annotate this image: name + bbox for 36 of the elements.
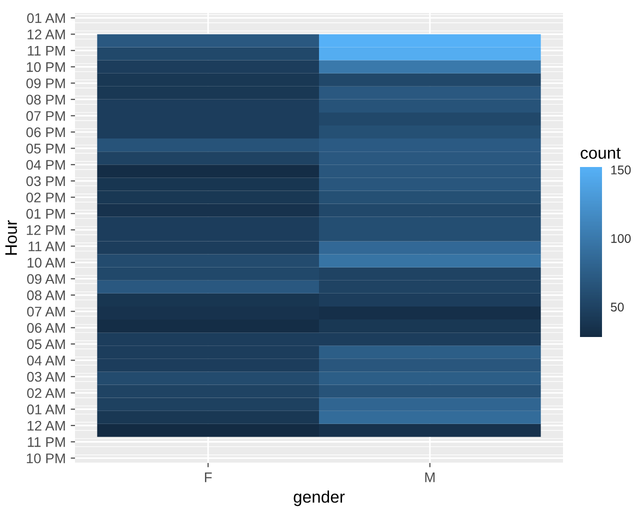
y-tick-label: 01 AM	[27, 404, 65, 414]
y-tick-label: 05 PM	[26, 144, 65, 154]
y-tick-label: 09 PM	[26, 78, 65, 88]
y-tick-label: 08 PM	[26, 94, 65, 105]
color-bar-label: 100	[611, 234, 631, 243]
color-bar-title: count	[580, 148, 621, 159]
y-tick-label: 08 AM	[27, 290, 65, 300]
x-tick-label: F	[204, 472, 212, 482]
y-tick-label: 01 PM	[26, 208, 65, 219]
y-tick-label: 07 PM	[26, 111, 65, 121]
y-tick-label: 10 PM	[26, 62, 65, 72]
y-tick-label: 09 AM	[27, 274, 65, 284]
y-tick-label: 06 PM	[26, 127, 65, 138]
y-tick-label: 01 AM	[27, 13, 65, 24]
y-tick-label: 10 AM	[28, 258, 65, 268]
y-tick-label: 11 PM	[28, 46, 65, 56]
y-tick-label: 05 AM	[27, 339, 65, 350]
y-tick-label: 02 PM	[26, 192, 65, 202]
x-tick-label: M	[425, 472, 435, 482]
y-tick-label: 02 AM	[27, 388, 65, 398]
x-axis-title: gender	[294, 490, 345, 506]
y-tick-label: 11 PM	[28, 437, 65, 447]
y-tick-label: 04 PM	[26, 160, 65, 170]
y-tick-label: 12 AM	[28, 420, 65, 431]
y-tick-label: 04 AM	[27, 356, 65, 366]
color-bar-label: 50	[610, 302, 624, 312]
y-tick-label: 03 PM	[26, 176, 65, 186]
y-tick-label: 12 AM	[28, 30, 65, 40]
y-tick-label: 12 PM	[26, 225, 65, 235]
y-tick-label: 03 AM	[27, 372, 65, 382]
y-tick-label: 07 AM	[27, 306, 65, 317]
y-axis-title: Hour	[5, 220, 17, 255]
y-tick-label: 11 AM	[28, 242, 65, 252]
y-tick-label: 10 PM	[26, 453, 65, 464]
y-tick-label: 06 AM	[27, 323, 65, 333]
color-bar-label: 150	[611, 166, 631, 174]
